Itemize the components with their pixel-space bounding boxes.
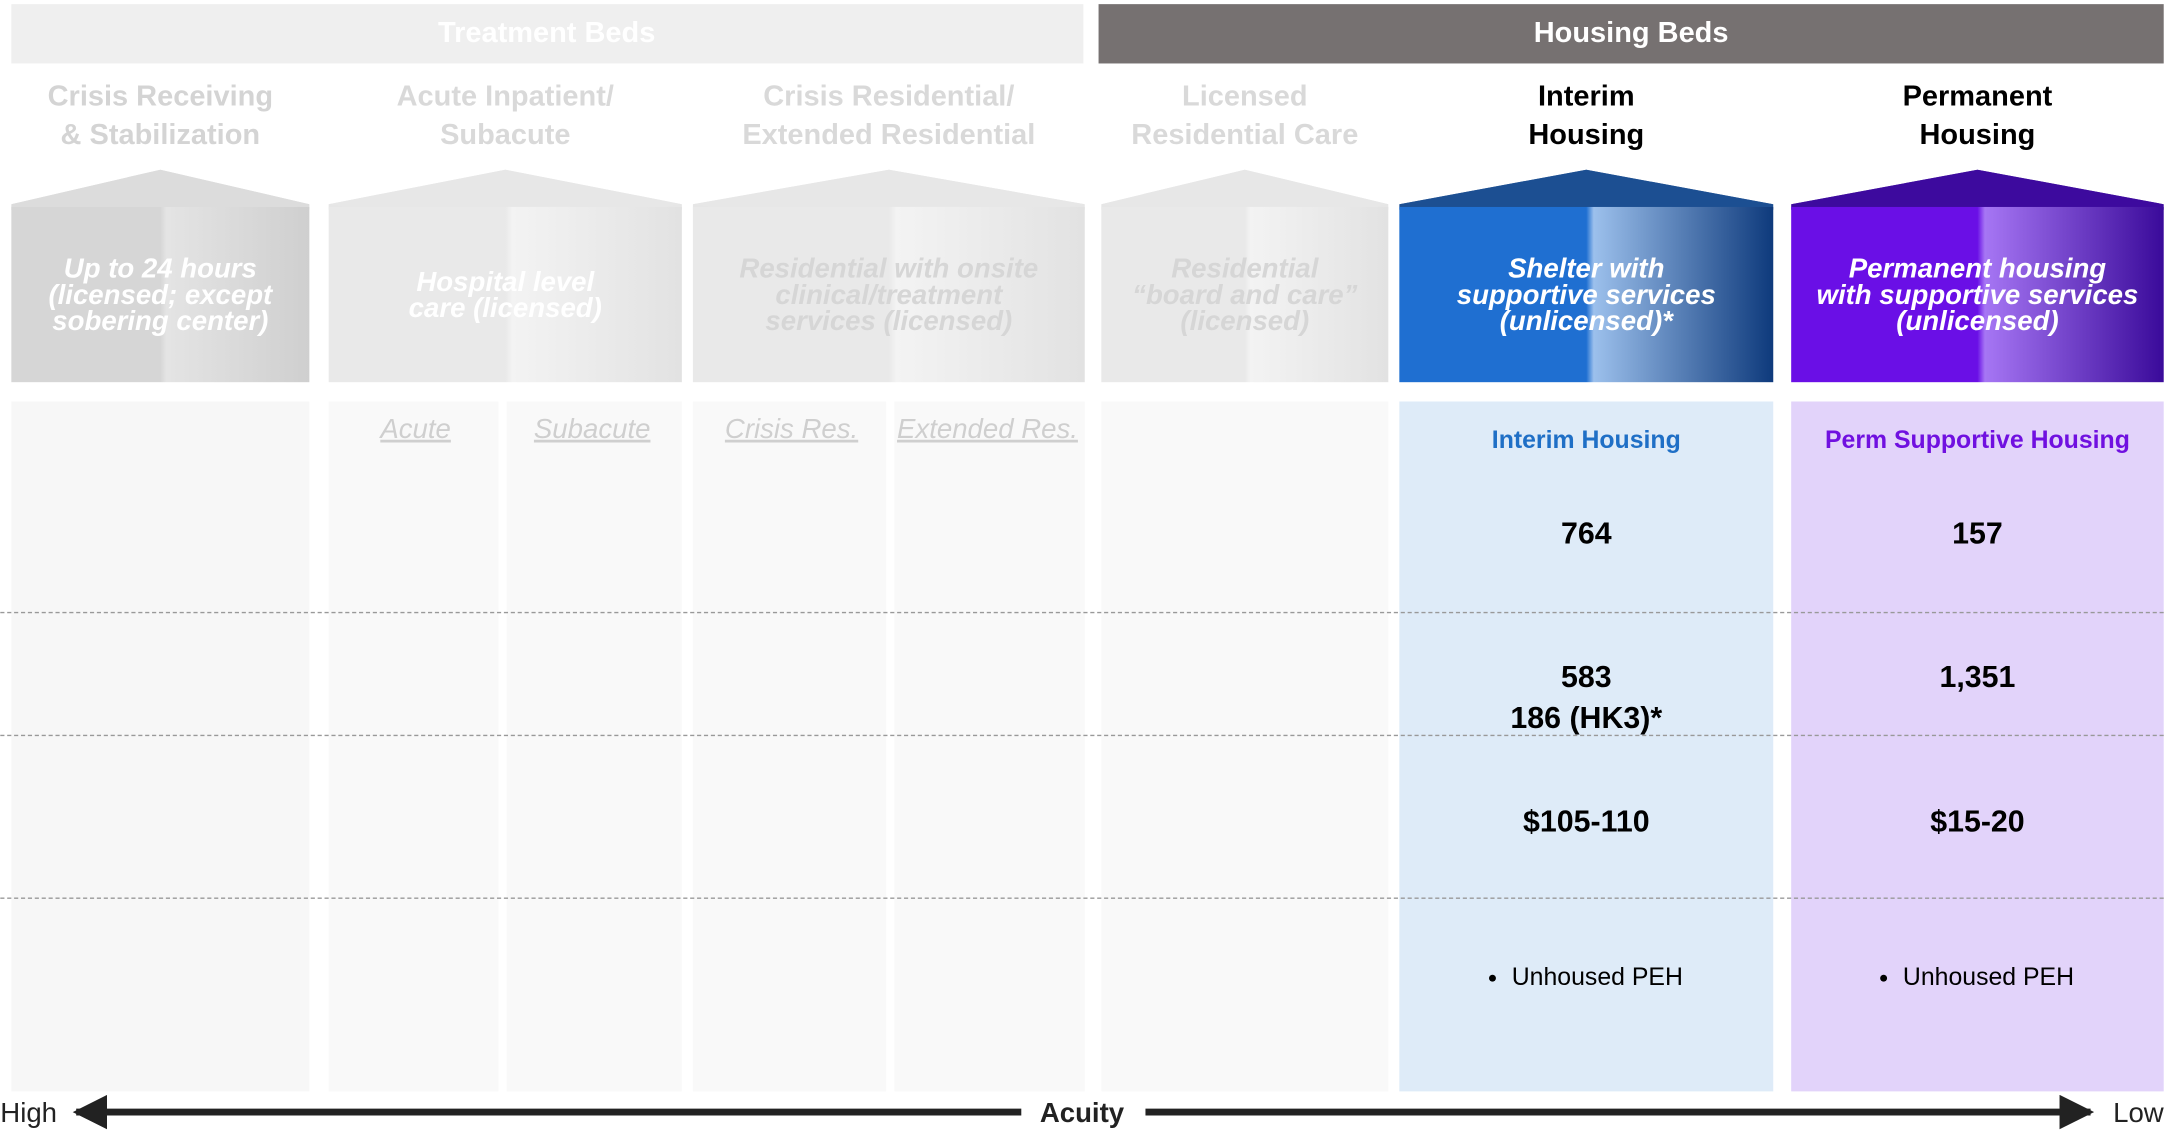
box-body	[1791, 206, 2164, 383]
panel	[1101, 401, 1389, 1092]
axis-left: High	[0, 1097, 57, 1128]
box-description: (licensed)	[1180, 305, 1309, 336]
panel	[692, 401, 887, 1092]
panel	[506, 401, 682, 1092]
column-title: Extended Residential	[742, 119, 1035, 151]
box-description: Permanent housing	[1849, 253, 2107, 284]
box-body	[11, 206, 310, 383]
axis-center: Acuity	[1040, 1097, 1125, 1128]
column-title: Housing	[1528, 119, 1644, 151]
panel	[1399, 401, 1774, 1092]
bullet	[1489, 974, 1496, 982]
bullet	[1880, 974, 1888, 982]
box-description: (licensed; except	[48, 279, 274, 310]
box-body	[1399, 206, 1774, 383]
box-description: (unlicensed)*	[1500, 305, 1674, 336]
column-title: Acute Inpatient/	[397, 81, 614, 113]
population: Unhoused PEH	[1512, 964, 1683, 991]
box-description: “board and care”	[1132, 279, 1357, 310]
sub-label: Subacute	[534, 413, 651, 444]
box-description: Up to 24 hours	[64, 253, 257, 284]
row-value: $15-20	[1930, 806, 2024, 839]
panel	[328, 401, 499, 1092]
column-title: Permanent	[1903, 81, 2053, 113]
row-value: 764	[1561, 517, 1612, 550]
row-value: 157	[1952, 517, 2003, 550]
panel	[11, 401, 310, 1092]
box-description: care (licensed)	[409, 292, 602, 323]
box-description: Residential with onsite	[739, 253, 1038, 284]
column-title: Licensed	[1182, 81, 1308, 113]
panel	[894, 401, 1085, 1092]
box-description: Residential	[1171, 253, 1319, 284]
box-description: (unlicensed)	[1896, 305, 2058, 336]
dividers	[0, 611, 2164, 899]
box-description: clinical/treatment	[775, 279, 1004, 310]
column-title: Crisis Residential/	[763, 81, 1014, 113]
housing-header: Housing Beds	[1534, 17, 1729, 49]
axis-right: Low	[2113, 1097, 2164, 1128]
box-description: Hospital level	[416, 266, 595, 297]
column-title: Subacute	[440, 119, 570, 151]
box-description: Shelter with	[1508, 253, 1664, 284]
row-value: $105-110	[1523, 806, 1650, 839]
housing-header-bar	[1098, 4, 2164, 64]
box-body	[328, 206, 682, 383]
box-body	[1101, 206, 1389, 383]
row-value: 1,351	[1939, 661, 2015, 694]
treatment-header-bar	[11, 4, 1084, 64]
sub-label: Acute	[378, 413, 451, 444]
row-value: 583	[1561, 661, 1612, 694]
column-title: Residential Care	[1131, 119, 1358, 151]
treatment-header: Treatment Beds	[438, 17, 655, 49]
row-value: 186 (HK3)*	[1510, 702, 1662, 735]
column-title: Housing	[1920, 119, 2036, 151]
box-description: services (licensed)	[765, 305, 1012, 336]
panel	[1791, 401, 2164, 1092]
column-title: & Stabilization	[61, 119, 261, 151]
column-title: Crisis Receiving	[48, 81, 273, 113]
panel-label: Interim Housing	[1492, 427, 1681, 454]
sub-label: Extended Res.	[897, 413, 1078, 444]
columns: Crisis Receiving & Stabilization Up to 24 …	[11, 81, 2164, 1092]
box-description: supportive services	[1457, 279, 1716, 310]
box-body	[692, 206, 1085, 383]
panel-label: Perm Supportive Housing	[1825, 427, 2130, 454]
box-description: with supportive services	[1817, 279, 2139, 310]
population: Unhoused PEH	[1903, 964, 2074, 991]
sub-label: Crisis Res.	[725, 413, 858, 444]
column-title: Interim	[1538, 81, 1635, 113]
box-description: sobering center)	[52, 305, 268, 336]
